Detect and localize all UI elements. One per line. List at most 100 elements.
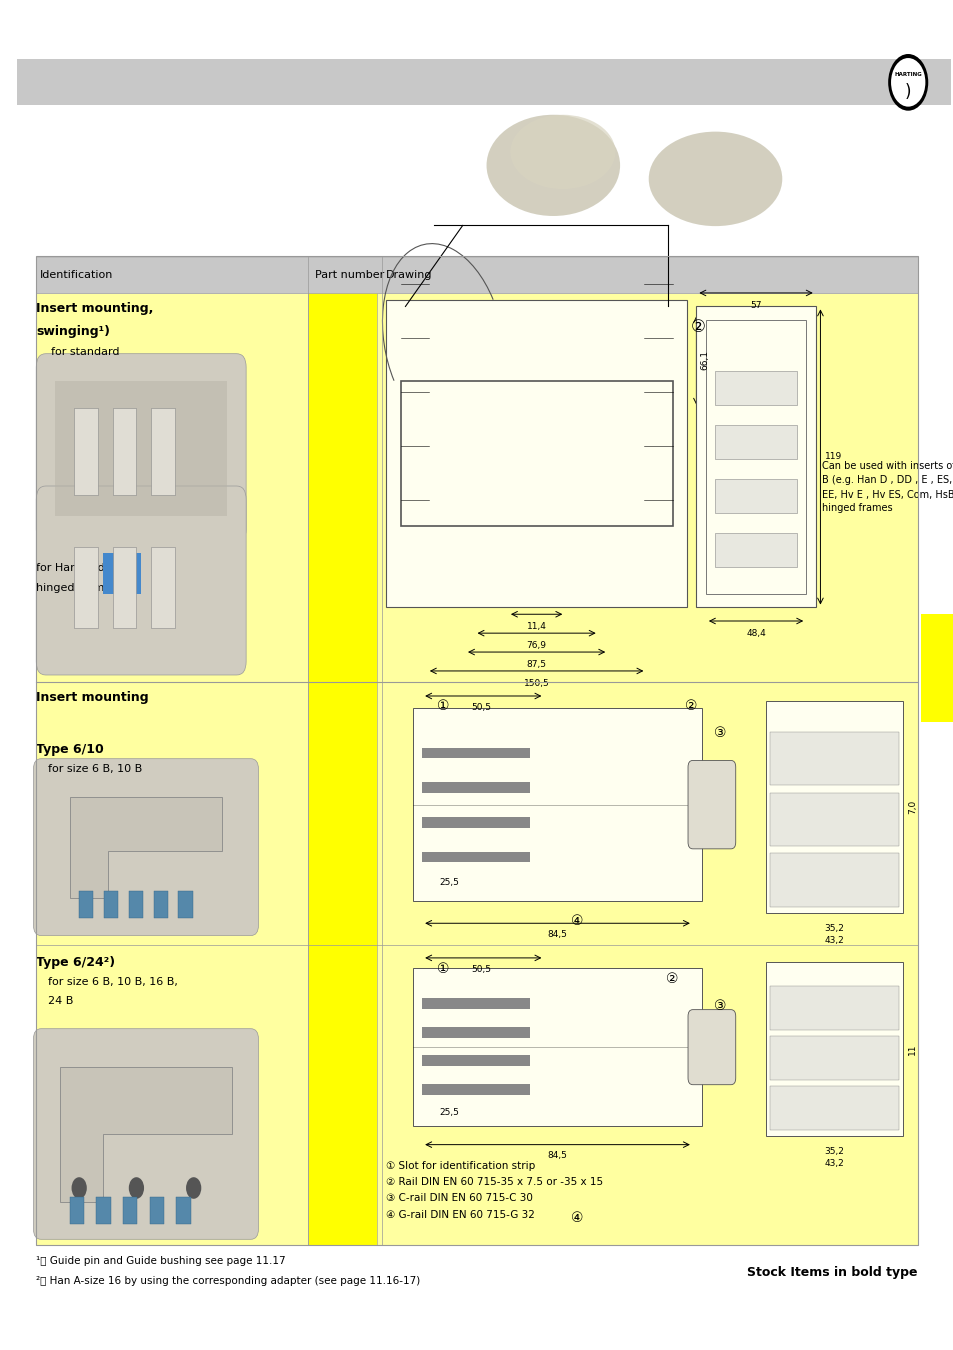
- Bar: [764, 701, 902, 913]
- Text: ④: ④: [570, 914, 583, 927]
- Bar: [176, 1197, 191, 1224]
- Text: 66,1: 66,1: [700, 351, 708, 370]
- Text: Drawing: Drawing: [386, 270, 433, 279]
- Text: 76,9: 76,9: [526, 641, 546, 651]
- Bar: [386, 300, 686, 608]
- Text: 48,4: 48,4: [745, 629, 765, 639]
- Text: ②: ②: [665, 972, 679, 986]
- Bar: [153, 891, 168, 918]
- Text: Part number: Part number: [314, 270, 384, 279]
- Bar: [769, 1085, 898, 1130]
- Bar: [769, 853, 898, 907]
- Text: 25,5: 25,5: [439, 878, 459, 887]
- Bar: [150, 1197, 164, 1224]
- Bar: [422, 782, 530, 792]
- Bar: [764, 963, 902, 1137]
- Circle shape: [71, 1177, 87, 1199]
- Ellipse shape: [486, 115, 619, 216]
- Bar: [123, 1197, 137, 1224]
- Bar: [422, 999, 530, 1010]
- Text: hinged frames: hinged frames: [36, 583, 117, 593]
- Bar: [79, 891, 93, 918]
- FancyBboxPatch shape: [36, 486, 246, 675]
- Bar: [705, 320, 805, 594]
- Bar: [769, 987, 898, 1030]
- Text: ④ G-rail DIN EN 60 715-G 32: ④ G-rail DIN EN 60 715-G 32: [386, 1210, 535, 1219]
- Text: 84,5: 84,5: [547, 1152, 567, 1161]
- FancyBboxPatch shape: [33, 759, 258, 936]
- Polygon shape: [70, 796, 222, 898]
- Bar: [112, 408, 136, 495]
- Bar: [696, 306, 815, 608]
- Ellipse shape: [510, 115, 615, 189]
- Circle shape: [129, 1177, 144, 1199]
- FancyBboxPatch shape: [687, 1010, 735, 1084]
- Bar: [715, 425, 796, 459]
- Polygon shape: [60, 1066, 232, 1202]
- Text: ① Slot for identification strip: ① Slot for identification strip: [386, 1161, 535, 1170]
- Circle shape: [186, 1177, 201, 1199]
- Bar: [422, 817, 530, 828]
- Text: ②: ②: [690, 317, 705, 336]
- Bar: [400, 381, 672, 526]
- Text: 57: 57: [749, 301, 761, 310]
- Text: ): ): [904, 82, 910, 101]
- Bar: [96, 1197, 111, 1224]
- Text: for size 6 B, 10 B, 16 B,: for size 6 B, 10 B, 16 B,: [48, 977, 177, 987]
- Bar: [36, 293, 917, 682]
- Text: ③: ③: [713, 999, 726, 1012]
- Bar: [422, 852, 530, 863]
- Ellipse shape: [648, 132, 781, 227]
- Bar: [36, 682, 917, 1245]
- Text: 35,2: 35,2: [823, 1148, 843, 1156]
- Text: 11,4: 11,4: [526, 622, 546, 632]
- Bar: [178, 891, 193, 918]
- Bar: [769, 792, 898, 846]
- Bar: [769, 1037, 898, 1080]
- Text: Type 6/24²): Type 6/24²): [36, 956, 115, 969]
- Text: Insert mounting: Insert mounting: [36, 691, 149, 705]
- Text: 11: 11: [907, 1044, 916, 1054]
- Text: Stock Items in bold type: Stock Items in bold type: [746, 1266, 917, 1280]
- Text: for Han-Modular: for Han-Modular: [36, 563, 127, 572]
- Text: ② Rail DIN EN 60 715-35 x 7.5 or -35 x 15: ② Rail DIN EN 60 715-35 x 7.5 or -35 x 1…: [386, 1177, 603, 1187]
- Circle shape: [890, 58, 924, 107]
- Bar: [103, 554, 141, 594]
- Bar: [413, 968, 701, 1126]
- Bar: [422, 1027, 530, 1038]
- Text: ③ C-rail DIN EN 60 715-C 30: ③ C-rail DIN EN 60 715-C 30: [386, 1193, 533, 1203]
- Bar: [308, 293, 376, 682]
- Text: ①: ①: [436, 699, 450, 713]
- Circle shape: [887, 54, 927, 111]
- Text: ②: ②: [684, 699, 698, 713]
- Text: Can be used with inserts of size
B (e.g. Han D , DD , E , ES,
EE, Hv E , Hv ES, : Can be used with inserts of size B (e.g.…: [821, 462, 953, 513]
- Bar: [17, 59, 950, 105]
- Text: for standard: for standard: [51, 347, 119, 356]
- Bar: [422, 1084, 530, 1095]
- Text: ¹⧹ Guide pin and Guide bushing see page 11.17: ¹⧹ Guide pin and Guide bushing see page …: [36, 1256, 286, 1265]
- Text: 35,2: 35,2: [823, 923, 843, 933]
- Text: 43,2: 43,2: [823, 1160, 843, 1168]
- Bar: [104, 891, 118, 918]
- Bar: [413, 709, 701, 900]
- Text: 24 B: 24 B: [48, 996, 73, 1006]
- Bar: [715, 371, 796, 405]
- Text: 25,5: 25,5: [439, 1108, 459, 1118]
- Text: 43,2: 43,2: [823, 937, 843, 945]
- Bar: [715, 479, 796, 513]
- FancyBboxPatch shape: [687, 760, 735, 849]
- Bar: [112, 547, 136, 628]
- FancyBboxPatch shape: [36, 354, 246, 543]
- Bar: [151, 547, 174, 628]
- Text: Type 6/10: Type 6/10: [36, 743, 104, 756]
- Text: HARTING: HARTING: [893, 72, 922, 77]
- Text: 50,5: 50,5: [471, 965, 491, 973]
- Text: 150,5: 150,5: [523, 679, 549, 688]
- Bar: [422, 748, 530, 759]
- Bar: [920, 614, 953, 722]
- Text: ④: ④: [570, 1211, 583, 1224]
- Bar: [55, 381, 227, 516]
- Text: Identification: Identification: [40, 270, 113, 279]
- Bar: [36, 256, 917, 1245]
- Text: 84,5: 84,5: [547, 930, 567, 940]
